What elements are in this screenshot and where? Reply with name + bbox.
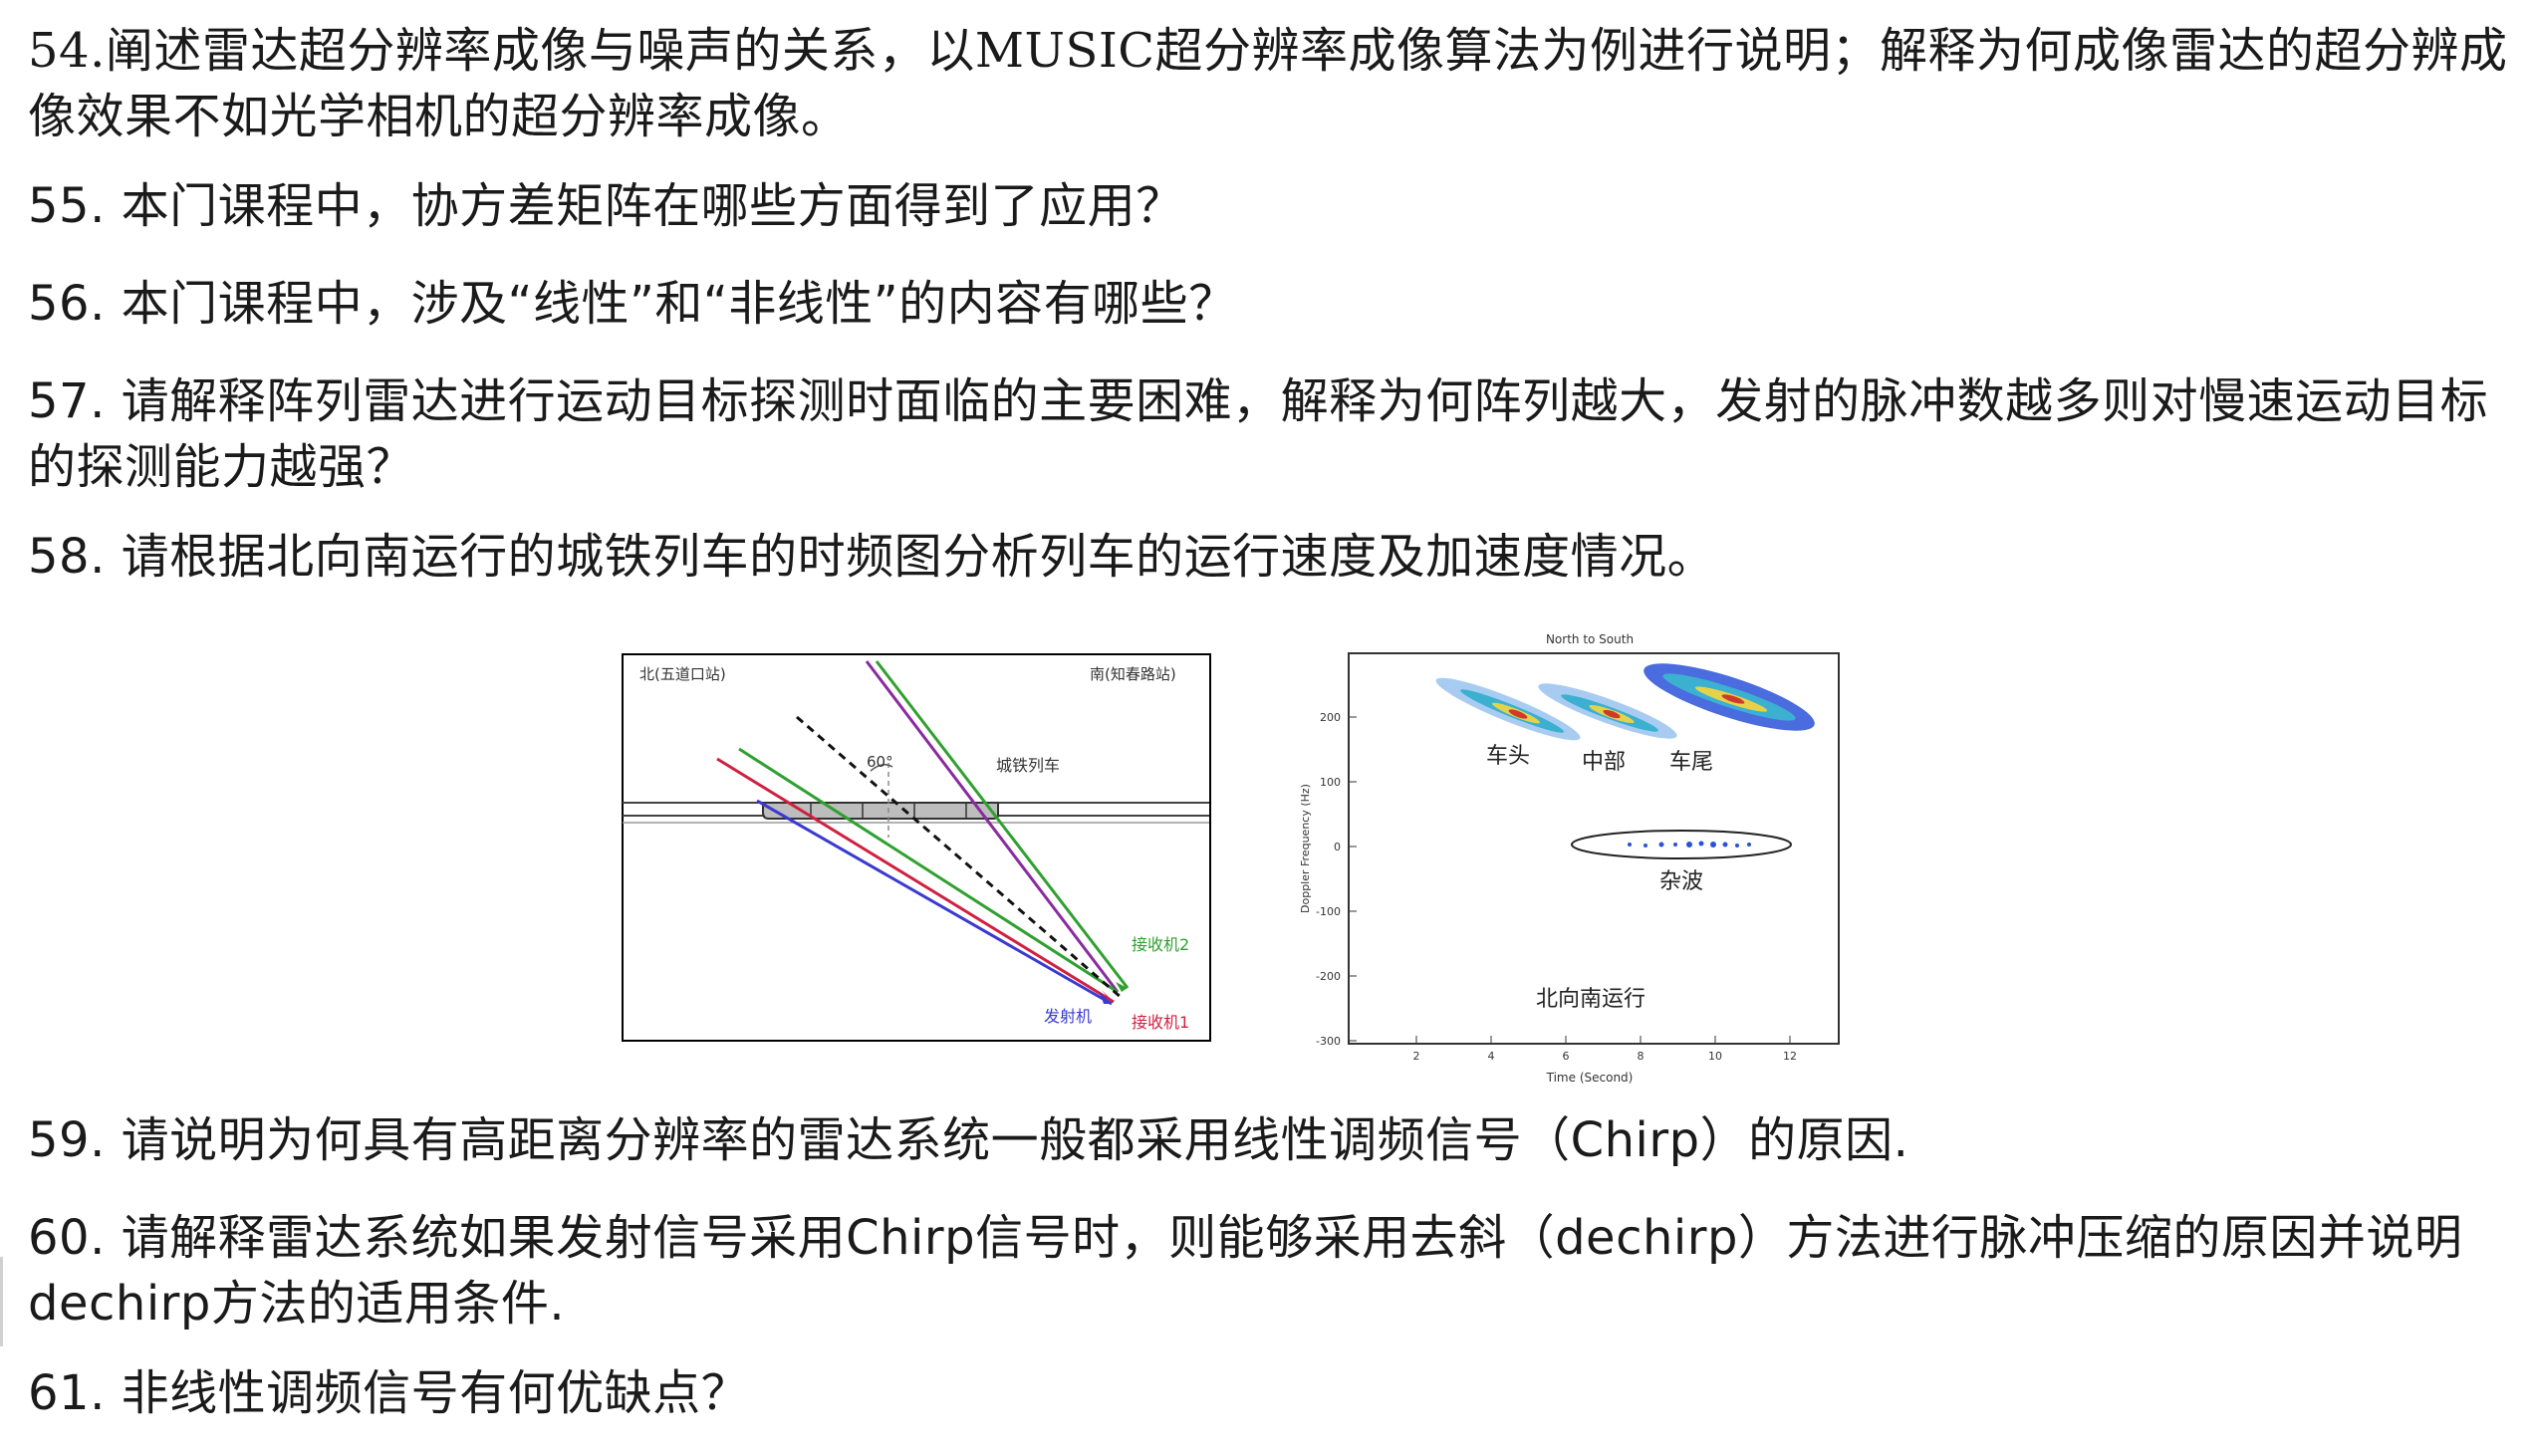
- question-61: 61. 非线性调频信号有何优缺点？: [28, 1365, 750, 1421]
- blue-ray: [756, 799, 1113, 1006]
- figure-border: [622, 653, 1211, 1042]
- direction-label: 北向南运行: [1536, 987, 1646, 1012]
- black-dashed-ray: [796, 715, 1123, 1000]
- tail-label: 车尾: [1669, 750, 1713, 775]
- head-label: 车头: [1486, 744, 1530, 769]
- xtick-4: 4: [1488, 1050, 1495, 1063]
- spectrogram-title: North to South: [1546, 632, 1634, 646]
- xtick-2: 2: [1413, 1050, 1420, 1063]
- ytick-100: 100: [1320, 776, 1341, 789]
- xtick-6: 6: [1563, 1050, 1570, 1063]
- receiver2-label: 接收机2: [1132, 935, 1189, 954]
- question-55: 55. 本门课程中，协方差矩阵在哪些方面得到了应用？: [28, 178, 1184, 234]
- left-edge-mark: [0, 1257, 3, 1346]
- receiver1-label: 接收机1: [1132, 1013, 1189, 1032]
- ytick-neg200: -200: [1316, 970, 1341, 983]
- ytick-0: 0: [1334, 841, 1341, 853]
- train-shape: [762, 802, 999, 820]
- south-label: 南(知春路站): [1090, 665, 1176, 683]
- green-ray-lower: [738, 747, 1119, 994]
- ytick-neg100: -100: [1316, 905, 1341, 918]
- red-ray: [716, 757, 1115, 1004]
- question-60: 60. 请解释雷达系统如果发射信号采用Chirp信号时，则能够采用去斜（dech…: [28, 1210, 2463, 1332]
- question-57: 57. 请解释阵列雷达进行运动目标探测时面临的主要困难，解释为何阵列越大，发射的…: [28, 373, 2489, 495]
- train-label: 城铁列车: [996, 756, 1060, 775]
- tail-signature: [1644, 663, 1815, 731]
- xtick-10: 10: [1708, 1050, 1722, 1063]
- doppler-spectrogram-figure: North to South 200 100 0 -100 -200 -300 …: [1291, 627, 1857, 1088]
- xtick-8: 8: [1638, 1050, 1645, 1063]
- y-axis-label: Doppler Frequency (Hz): [1299, 784, 1312, 913]
- clutter-points: [1628, 841, 1751, 848]
- transmitter-label: 发射机: [1044, 1007, 1092, 1026]
- ytick-neg300: -300: [1316, 1035, 1341, 1048]
- ytick-200: 200: [1320, 711, 1341, 724]
- xtick-12: 12: [1783, 1050, 1797, 1063]
- angle-label: 60°: [867, 753, 893, 771]
- green-ray-upper: [875, 660, 1130, 989]
- clutter-label: 杂波: [1659, 869, 1703, 894]
- x-axis-label: Time (Second): [1546, 1071, 1634, 1085]
- question-56: 56. 本门课程中，涉及“线性”和“非线性”的内容有哪些？: [28, 276, 1237, 332]
- middle-label: 中部: [1582, 750, 1626, 775]
- middle-signature: [1538, 683, 1677, 739]
- question-59: 59. 请说明为何具有高距离分辨率的雷达系统一般都采用线性调频信号（Chirp）…: [28, 1112, 1909, 1168]
- north-label: 北(五道口站): [639, 665, 726, 683]
- purple-ray: [865, 660, 1120, 993]
- clutter-ellipse: [1571, 830, 1792, 859]
- head-signature: [1435, 677, 1581, 741]
- radar-geometry-figure: 北(五道口站) 南(知春路站) 60° 城铁列车 接收机2 发射机 接收机1: [622, 653, 1213, 1044]
- question-54: 54.阐述雷达超分辨率成像与噪声的关系，以MUSIC超分辨率成像算法为例进行说明…: [28, 23, 2508, 144]
- question-58: 58. 请根据北向南运行的城铁列车的时频图分析列车的运行速度及加速度情况。: [28, 529, 1716, 585]
